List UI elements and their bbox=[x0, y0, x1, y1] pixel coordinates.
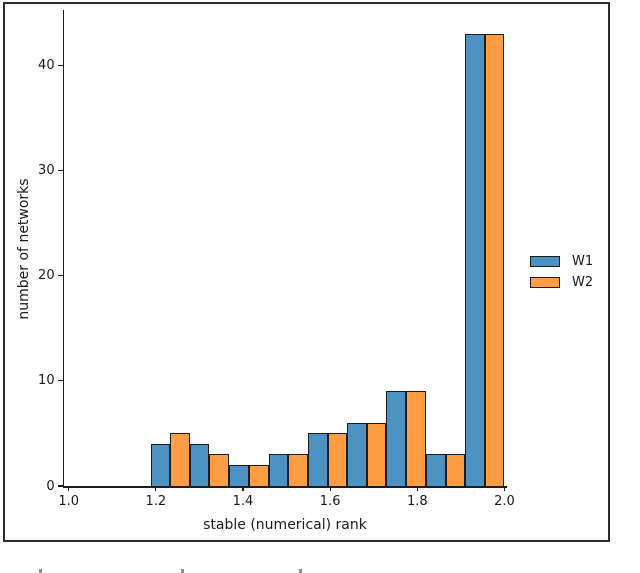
x-tick-mark bbox=[68, 486, 70, 491]
histogram-bar-w2 bbox=[406, 391, 426, 488]
y-tick-mark bbox=[57, 64, 63, 66]
histogram-bar-w2 bbox=[327, 433, 348, 488]
legend-label-w2: W2 bbox=[572, 275, 594, 290]
y-tick-mark bbox=[57, 274, 63, 277]
y-tick-mark bbox=[57, 380, 63, 382]
histogram-bar-w1 bbox=[229, 464, 249, 488]
x-tick-mark bbox=[416, 486, 418, 491]
histogram-bar-w1 bbox=[386, 391, 407, 488]
legend: W1 W2 bbox=[530, 251, 593, 293]
x-tick-label: 1.6 bbox=[319, 494, 341, 509]
y-tick-label: 40 bbox=[38, 57, 55, 73]
histogram-bar-w1 bbox=[347, 422, 367, 488]
x-tick-label: 1.4 bbox=[232, 494, 254, 509]
histogram-bar-w2 bbox=[248, 464, 269, 488]
x-tick-label: 1.8 bbox=[406, 494, 428, 509]
histogram-bar-w1 bbox=[268, 454, 289, 488]
histogram-bar-w1 bbox=[189, 443, 210, 488]
y-tick-label: 10 bbox=[38, 373, 55, 389]
histogram-bar-w1 bbox=[426, 454, 446, 488]
x-tick-mark bbox=[503, 486, 506, 491]
x-tick-label: 1.0 bbox=[58, 494, 80, 509]
histogram-bar-w1 bbox=[307, 433, 328, 488]
x-tick-label: 2.0 bbox=[494, 494, 515, 509]
x-tick-mark bbox=[242, 486, 244, 491]
x-tick-label: 1.2 bbox=[145, 494, 167, 509]
histogram-bar-w2 bbox=[484, 33, 505, 488]
histogram-bar-w1 bbox=[465, 33, 485, 488]
x-tick-mark bbox=[155, 486, 157, 491]
y-tick-label: 30 bbox=[38, 162, 55, 178]
histogram-bar-w2 bbox=[366, 422, 387, 488]
y-tick-mark bbox=[57, 169, 63, 172]
histogram-bar-w2 bbox=[445, 454, 466, 488]
histogram-bar-w2 bbox=[170, 433, 190, 488]
legend-swatch-w1-icon bbox=[530, 256, 560, 267]
y-axis-label: number of networks bbox=[16, 178, 32, 320]
legend-swatch-w2-icon bbox=[530, 277, 560, 288]
legend-item-w1: W1 bbox=[530, 251, 593, 272]
x-axis-label: stable (numerical) rank bbox=[203, 517, 367, 533]
legend-item-w2: W2 bbox=[530, 272, 593, 293]
histogram-bar-w2 bbox=[288, 454, 308, 488]
y-tick-label: 20 bbox=[38, 268, 55, 284]
y-tick-mark bbox=[57, 485, 63, 487]
histogram-bar-w2 bbox=[209, 454, 230, 488]
y-tick-label: 0 bbox=[46, 478, 55, 494]
y-axis-line bbox=[62, 9, 65, 486]
figure-frame bbox=[3, 2, 610, 542]
x-tick-mark bbox=[329, 486, 331, 491]
histogram-bar-w1 bbox=[150, 443, 171, 488]
legend-label-w1: W1 bbox=[572, 254, 594, 269]
